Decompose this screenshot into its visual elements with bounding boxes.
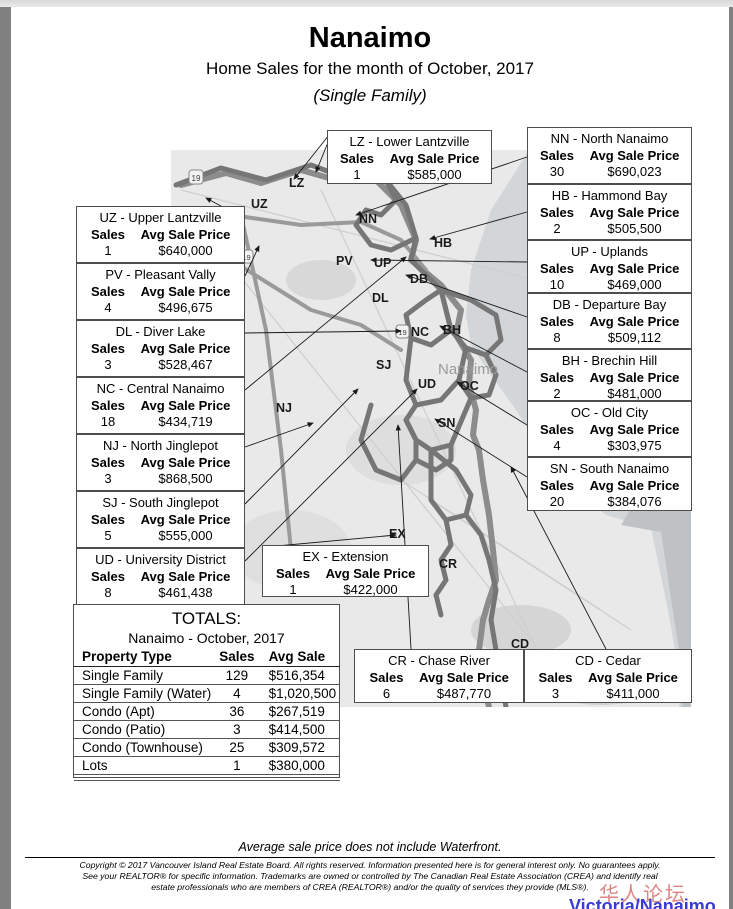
svg-text:BH: BH	[443, 323, 461, 337]
svg-text:CR: CR	[439, 557, 457, 571]
svg-text:Nanaimo: Nanaimo	[438, 361, 498, 378]
svg-text:19: 19	[398, 328, 406, 337]
svg-text:HB: HB	[434, 236, 452, 250]
svg-text:OC: OC	[460, 379, 479, 393]
svg-text:SN: SN	[438, 416, 455, 430]
svg-text:DB: DB	[410, 272, 428, 286]
svg-text:EX: EX	[389, 527, 406, 541]
svg-text:NC: NC	[411, 325, 429, 339]
svg-text:SJ: SJ	[376, 358, 391, 372]
svg-text:LZ: LZ	[289, 176, 305, 190]
svg-text:UZ: UZ	[251, 197, 268, 211]
svg-text:UP: UP	[374, 256, 391, 270]
svg-text:NJ: NJ	[276, 401, 292, 415]
svg-text:DL: DL	[372, 291, 389, 305]
svg-text:19: 19	[192, 174, 201, 183]
svg-text:NN: NN	[359, 212, 377, 226]
svg-text:PV: PV	[336, 254, 353, 268]
svg-text:UD: UD	[418, 377, 436, 391]
